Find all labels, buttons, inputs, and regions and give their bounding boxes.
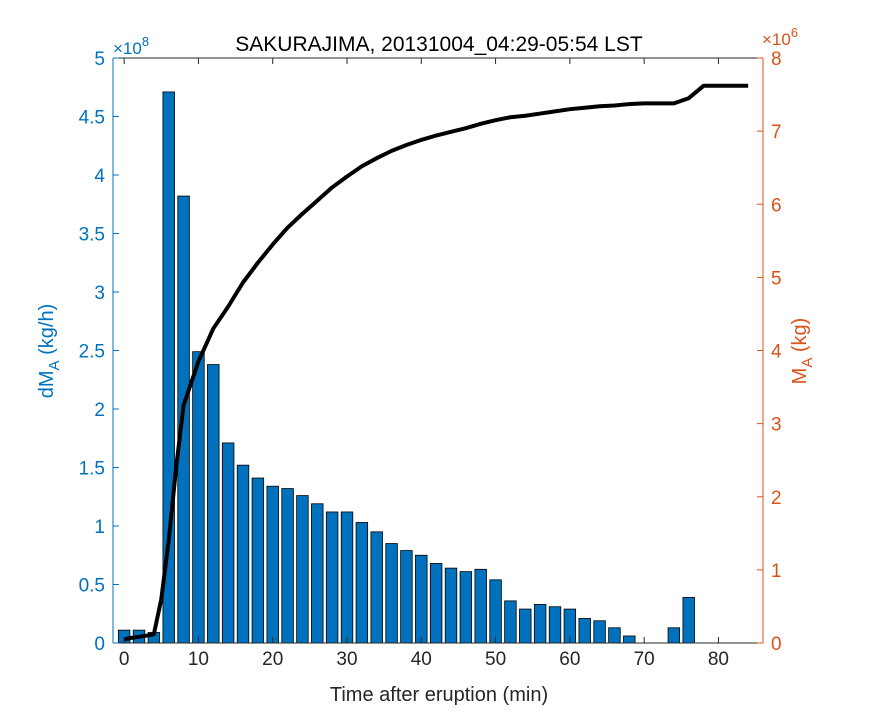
cumulative-mass-line [123, 83, 749, 642]
bar [296, 495, 309, 644]
y-right-tick-label: 4 [771, 342, 782, 363]
bar [385, 543, 398, 644]
y-left-tick-label: 1.5 [79, 459, 105, 480]
y-left-tick-label: 2 [94, 400, 105, 421]
bar [370, 531, 383, 644]
x-tick-label: 10 [188, 649, 209, 670]
axes [112, 57, 764, 644]
bar [236, 464, 250, 644]
right-exponent-label: ×106 [762, 25, 798, 49]
y-left-label: dMA (kg/h) [36, 304, 63, 399]
y-right-tick-label: 3 [771, 415, 782, 436]
y-left-tick-label: 3 [94, 283, 105, 304]
bar [623, 635, 636, 644]
bar [667, 627, 681, 644]
bar [281, 488, 294, 644]
plot-background [113, 58, 763, 643]
line-series [123, 83, 749, 642]
x-tick-label: 20 [262, 649, 283, 670]
left-exponent-label: ×108 [113, 34, 149, 58]
bar [489, 579, 502, 644]
bar [682, 596, 695, 644]
y-right-tick-label: 7 [771, 122, 782, 143]
bar [400, 550, 413, 644]
y-right-tick-label: 2 [771, 488, 782, 509]
bar [519, 608, 532, 644]
y-right-tick-label: 0 [771, 634, 782, 655]
y-left-tick-label: 4.5 [79, 108, 105, 129]
bar [415, 554, 428, 644]
bar [593, 620, 606, 644]
x-axis-label: Time after eruption (min) [330, 684, 548, 706]
svg-text:dMA (kg/h): dMA (kg/h) [36, 304, 63, 399]
x-tick-label: 70 [634, 649, 655, 670]
bar [325, 511, 339, 644]
y-left-tick-label: 0.5 [79, 576, 105, 597]
y-right-tick-label: 1 [771, 561, 782, 582]
y-right-tick-label: 6 [771, 195, 782, 216]
bar [192, 351, 205, 644]
bar [429, 563, 443, 644]
bar [608, 627, 621, 644]
y-left-tick-label: 1 [94, 517, 105, 538]
y-left-tick-label: 0 [94, 634, 105, 655]
y-left-tick-label: 2.5 [79, 342, 105, 363]
y-left-tick-label: 4 [94, 166, 105, 187]
x-tick-label: 40 [411, 649, 432, 670]
bar [578, 618, 591, 644]
x-tick-label: 60 [559, 649, 580, 670]
x-tick-label: 30 [336, 649, 357, 670]
y-left-tick-label: 5 [94, 49, 105, 70]
bar [444, 567, 458, 644]
y-right-tick-label: 8 [771, 49, 782, 70]
bar [504, 600, 517, 644]
x-tick-label: 0 [119, 649, 130, 670]
y-right-label: MA (kg) [789, 318, 816, 385]
bar [207, 364, 220, 644]
bar [355, 522, 369, 644]
y-left-tick-label: 3.5 [79, 225, 105, 246]
bar [266, 485, 279, 644]
bar [548, 606, 562, 644]
bar [474, 568, 487, 644]
bar [311, 503, 324, 644]
bar [459, 571, 473, 644]
x-tick-label: 50 [485, 649, 506, 670]
x-tick-label: 80 [708, 649, 729, 670]
bar [251, 477, 265, 644]
svg-text:MA (kg): MA (kg) [789, 318, 816, 385]
tick-labels: 0 10 20 30 40 50 60 70 8000.511.522.533.544.5501… [79, 49, 782, 670]
chart-title: SAKURAJIMA, 20131004_04:29-05:54 LST [235, 33, 643, 56]
plot-area [113, 58, 763, 643]
bar [340, 511, 354, 644]
y-right-tick-label: 5 [771, 268, 782, 289]
bar [533, 603, 547, 644]
bar [221, 442, 235, 644]
